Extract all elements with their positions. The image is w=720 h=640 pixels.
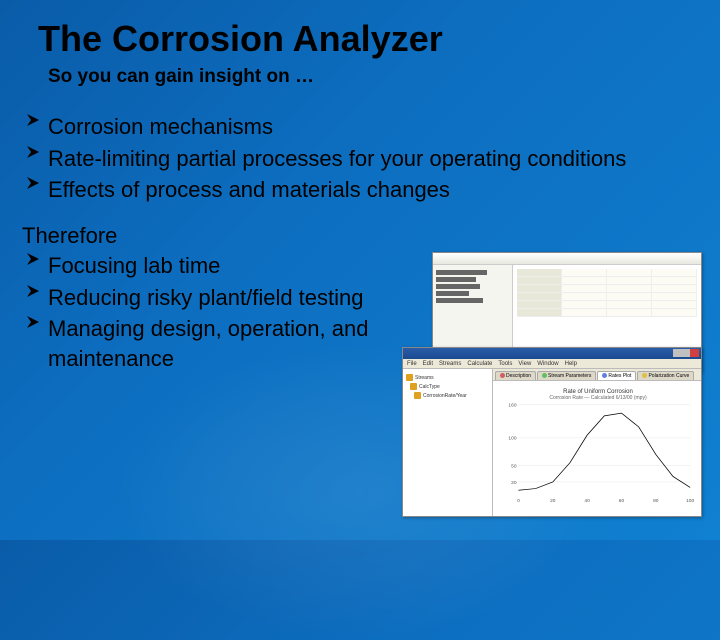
svg-text:40: 40 [584,498,590,504]
slide-subtitle: So you can gain insight on … [0,60,720,88]
svg-text:50: 50 [511,463,517,469]
bullet-item: Corrosion mechanisms [18,112,720,142]
svg-text:80: 80 [653,498,659,504]
chart-subtitle: Corrosion Rate — Calculated 6/13/00 (mpy… [501,395,695,401]
bullet-item: Effects of process and materials changes [18,175,720,205]
chart-area: Rate of Uniform Corrosion Corrosion Rate… [501,389,695,508]
bullet-item: Rate-limiting partial processes for your… [18,144,720,174]
arrow-icon [18,283,48,304]
content-area: Corrosion mechanisms Rate-limiting parti… [0,88,720,374]
plot-panel: DescriptionStream ParametersRates PlotPo… [493,369,701,516]
arrow-icon [18,112,48,133]
bullet-item: Focusing lab time [18,251,720,281]
bullet-text: Effects of process and materials changes [48,175,460,205]
svg-text:0: 0 [517,498,520,504]
bullet-text: Rate-limiting partial processes for your… [48,144,636,174]
therefore-label: Therefore [18,223,720,249]
arrow-icon [18,175,48,196]
bullet-text: Corrosion mechanisms [48,112,283,142]
svg-text:160: 160 [508,403,516,409]
arrow-icon [18,251,48,272]
bullet-item: Managing design, operation, and maintena… [18,314,720,373]
bullet-text: Reducing risky plant/field testing [48,283,374,313]
svg-text:100: 100 [686,498,694,504]
arrow-icon [18,314,48,335]
slide-title: The Corrosion Analyzer [0,0,720,60]
line-chart: 20 50 100 160 0 20 40 60 80 100 [501,403,695,504]
svg-text:100: 100 [508,436,516,442]
arrow-icon [18,144,48,165]
svg-text:60: 60 [619,498,625,504]
tree-sidebar: StreamsCalcTypeCorrosionRate/Year [403,369,493,516]
svg-text:20: 20 [550,498,556,504]
bullet-text: Managing design, operation, and maintena… [48,314,398,373]
svg-text:20: 20 [511,480,517,486]
bullet-item: Reducing risky plant/field testing [18,283,720,313]
bullet-text: Focusing lab time [48,251,230,281]
